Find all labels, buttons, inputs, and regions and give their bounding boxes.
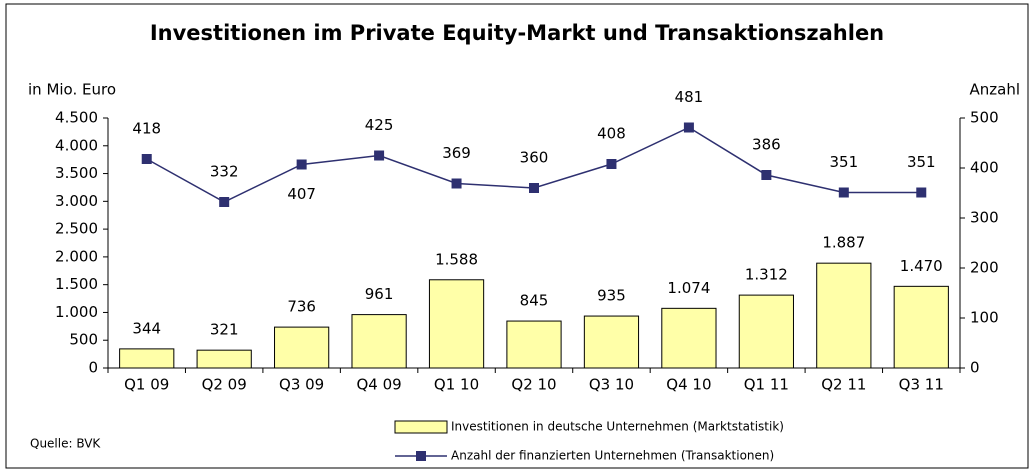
line-marker [141,154,152,164]
y2-tick-label: 400 [970,159,999,177]
bar [196,349,252,369]
x-tick-label: Q4 09 [356,376,401,394]
bar [738,294,794,369]
y-tick-label: 1.000 [55,303,98,321]
bar-value-label: 845 [520,292,549,310]
bar [351,314,407,369]
x-tick-label: Q4 10 [666,376,711,394]
y-tick-label: 500 [69,331,98,349]
y2-tick-label: 0 [970,359,980,377]
line-marker [683,122,694,133]
legend-marker [416,451,426,461]
x-tick-label: Q3 11 [899,376,944,394]
line-marker [916,187,927,198]
y2-tick-label: 300 [970,209,999,227]
legend-label: Investitionen in deutsche Unternehmen (M… [451,420,784,434]
line-value-label: 351 [907,153,936,171]
bar-value-label: 1.074 [667,279,710,297]
x-tick-label: Q1 10 [434,376,479,394]
line-value-label: 369 [442,144,471,162]
bar-value-label: 344 [132,319,161,337]
bar [274,326,330,369]
x-tick-label: Q2 11 [821,376,866,394]
x-tick-label: Q3 09 [279,376,324,394]
line-value-label: 360 [520,149,549,167]
line-marker [219,197,230,207]
bar-value-label: 961 [365,285,394,303]
bar-value-label: 1.887 [822,234,865,252]
y-tick-label: 1.500 [55,275,98,293]
y-tick-label: 2.000 [55,247,98,265]
y-tick-label: 0 [88,359,98,377]
y2-axis-label: Anzahl [969,81,1020,99]
y-tick-label: 3.000 [55,192,98,210]
line-marker [296,159,307,170]
line-marker [451,178,462,189]
line-value-label: 481 [675,88,704,106]
x-tick-label: Q1 09 [124,376,169,394]
bar-value-label: 321 [210,321,239,339]
line-value-label: 418 [132,120,161,138]
chart-title: Investitionen im Private Equity-Markt un… [150,21,884,45]
legend-label: Anzahl der finanzierten Unternehmen (Tra… [451,449,774,463]
bar-value-label: 1.312 [745,266,788,284]
bar-value-label: 935 [597,287,626,305]
y-tick-label: 3.500 [55,164,98,182]
line-marker [606,159,617,169]
bar [893,285,949,369]
line-marker [529,183,539,193]
x-tick-label: Q1 11 [744,376,789,394]
bar-value-label: 1.470 [900,257,943,275]
line-value-label: 425 [365,116,394,134]
line-marker [761,170,772,180]
line-value-label: 351 [829,153,858,171]
line-value-label: 407 [287,185,316,203]
frame [5,3,1029,469]
y2-tick-label: 200 [970,259,999,277]
bar [119,348,175,369]
bar [428,279,485,369]
y2-tick-label: 500 [970,109,999,127]
line-value-label: 408 [597,125,626,143]
line-value-label: 332 [210,163,239,181]
bar [583,315,640,369]
y2-tick-label: 100 [970,309,999,327]
y-tick-label: 2.500 [55,220,98,238]
bar [506,320,562,369]
bar-value-label: 736 [287,298,316,316]
x-tick-label: Q2 10 [511,376,556,394]
y-axis-label: in Mio. Euro [28,81,116,99]
line-marker [374,150,385,161]
line-marker [838,187,849,198]
y-tick-label: 4.500 [55,109,98,127]
y-tick-label: 4.000 [55,136,98,154]
bar [661,307,717,369]
line-value-label: 386 [752,136,781,154]
bar-value-label: 1.588 [435,250,478,268]
x-tick-label: Q2 09 [202,376,247,394]
source: Quelle: BVK [30,437,101,451]
bar [816,262,872,369]
x-tick-label: Q3 10 [589,376,634,394]
legend-swatch [394,420,448,434]
